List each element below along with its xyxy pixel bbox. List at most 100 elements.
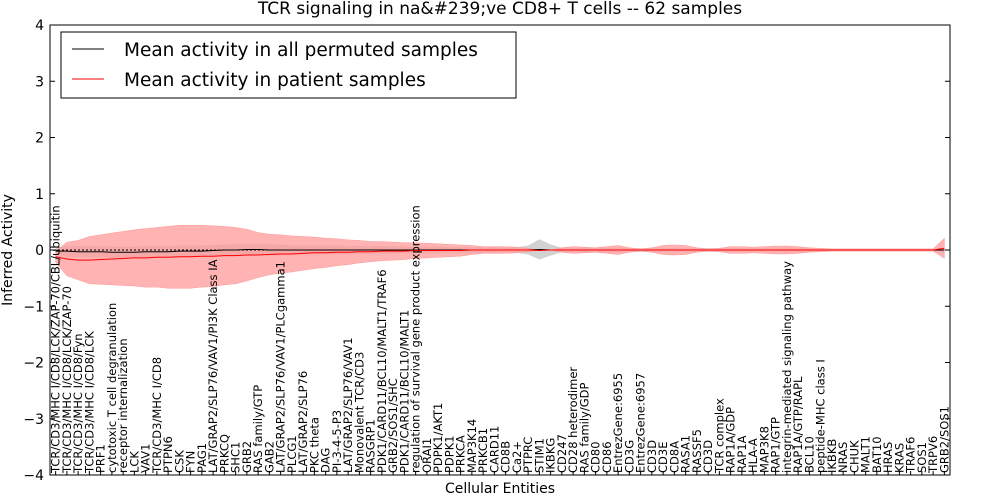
y-tick-label: 2 xyxy=(35,131,44,147)
x-tick-label: MAP3K8 xyxy=(757,426,771,473)
x-tick-label: LAT/GRAP2/SLP76/VAV1 xyxy=(341,337,355,473)
x-tick-label: CD8A xyxy=(667,441,681,473)
x-tick-label: PLCG1 xyxy=(285,435,299,473)
x-tick-label: SOS1 xyxy=(915,442,929,473)
plot-area: 4 3 2 1 0 −1 −2 −3 −4 TCR/CD3/MHC I/CD8/LCK/ZAP-7… xyxy=(23,18,951,484)
x-tick-label: PRKCB1 xyxy=(476,428,490,473)
series-line-patient xyxy=(55,247,945,261)
y-tick-label: 4 xyxy=(35,18,44,34)
x-tick-label: TCR/CD3/MHC I/CD8 xyxy=(150,357,164,474)
x-tick-label: LAT/GRAP2/SLP76/VAV1/PLCgamma1 xyxy=(274,261,288,473)
x-tick-label: CSK xyxy=(172,450,186,473)
x-tick-label: DAG xyxy=(319,448,333,473)
x-tick-label: HRAS xyxy=(881,442,895,473)
x-tick-label: BCL10 xyxy=(802,436,816,473)
x-tick-label: Ca2+ xyxy=(510,441,524,473)
x-tick-label: TCR/CD3/MHC I/CD8/LCK/ZAP-70 xyxy=(60,286,74,474)
x-tick-label: peptide-MHC class I xyxy=(814,359,828,473)
x-tick-label: RAS family/GDP xyxy=(577,383,591,473)
x-tick-label: IKBKG xyxy=(544,438,558,473)
x-tick-label: RAP1A/GTP/RAPL xyxy=(791,376,805,473)
x-tick-label: TCR/CD3/MHC I/CD8/LCK/ZAP-70/CBL/ubiquit… xyxy=(49,205,63,474)
x-tick-label: EntrezGene:6957 xyxy=(634,373,648,473)
x-tick-label: CD3G xyxy=(622,440,636,473)
x-tick-label: RAP1A xyxy=(735,435,749,473)
y-tick-label: −1 xyxy=(23,299,44,315)
x-tick-label: PTPRC xyxy=(521,437,535,473)
x-tick-label: CD28 heterodimer xyxy=(566,367,580,473)
x-tick-label: FYN xyxy=(184,451,198,473)
x-tick-label: PRKCA xyxy=(454,435,468,473)
x-tick-label: PDK1/CARD11/BCL10/MALT1 xyxy=(397,310,411,473)
x-tick-label: CARD11 xyxy=(487,426,501,473)
x-tick-label: regulation of survival gene product expr… xyxy=(409,205,423,473)
x-tick-label: ORAI1 xyxy=(420,438,434,473)
x-tick-label: TCR complex xyxy=(712,398,726,474)
x-tick-label: RAP1/GTP xyxy=(769,417,783,473)
x-tick-label: PRKCQ xyxy=(217,434,231,473)
x-tick-label: GRB2/SOS1 xyxy=(937,406,951,473)
x-tick-label: CHUK xyxy=(847,440,861,473)
x-tick-label: receptor internalization xyxy=(116,338,130,473)
x-tick-label: Monovalent TCR/CD3 xyxy=(352,352,366,473)
x-tick-label: PAG1 xyxy=(195,443,209,473)
x-tick-label: cytotoxic T cell degranulation xyxy=(105,303,119,473)
x-tick-label: TRAF6 xyxy=(904,437,918,474)
x-tick-label: CD3D xyxy=(701,440,715,473)
x-tick-label: TCR/CD3/MHC I/CD8/Fyn xyxy=(71,333,85,474)
x-tick-label: GRB2 xyxy=(240,441,254,473)
x-tick-label: RASA1 xyxy=(679,435,693,473)
x-tick-label: LAT/GRAP2/SLP76/VAV1/PI3K Class IA xyxy=(206,259,220,473)
x-tick-label: PTPN6 xyxy=(161,436,175,473)
legend: Mean activity in all permuted samples Me… xyxy=(60,31,517,99)
x-tick-label: KRAS xyxy=(892,443,906,473)
x-tick-label: CD3D xyxy=(645,440,659,473)
x-tick-label: BAT10 xyxy=(870,436,884,473)
x-tick-label: PRF1 xyxy=(94,444,108,473)
x-tick-label: LCK xyxy=(127,451,141,473)
x-tick-label: RAP1A/GDP xyxy=(724,407,738,473)
x-axis-label: Cellular Entities xyxy=(445,481,555,497)
patient-confidence-band xyxy=(55,225,945,289)
x-tick-label: MAP3K14 xyxy=(465,419,479,473)
x-tick-label: RAS family/GTP xyxy=(251,385,265,473)
y-tick-label: 0 xyxy=(35,243,44,259)
x-tick-label: PDPK1 xyxy=(442,435,456,473)
x-tick-label: PDPK1/AKT1 xyxy=(431,403,445,473)
x-tick-label: GRB2/SOS1/SHC xyxy=(386,378,400,473)
y-axis-label: Inferred Activity xyxy=(0,194,16,306)
x-tick-label: TCR/CD3/MHC I/CD8/LCK xyxy=(82,331,96,474)
x-tick-label: GAB2 xyxy=(262,441,276,473)
x-tick-label: STIM1 xyxy=(532,438,546,473)
y-tick-label: −4 xyxy=(23,468,44,484)
x-tick-label: IKBKB xyxy=(825,439,839,473)
x-tick-label: CD86 xyxy=(600,441,614,473)
x-tick-label: RASGRP1 xyxy=(364,419,378,473)
x-tick-label: CD3E xyxy=(656,442,670,473)
legend-entry-permuted: Mean activity in all permuted samples xyxy=(124,40,478,61)
x-tick-label: CD8B xyxy=(499,441,513,473)
x-tick-label: VAV1 xyxy=(139,444,153,473)
x-tick-label: CD247 xyxy=(555,434,569,473)
x-tick-label: CD80 xyxy=(589,441,603,473)
x-tick-label: TRPV6 xyxy=(926,436,940,474)
y-tick-label: −2 xyxy=(23,356,44,372)
x-tick-label: SHC1 xyxy=(229,442,243,473)
x-tick-label: RASSF5 xyxy=(690,429,704,473)
y-tick-label: −3 xyxy=(23,412,44,428)
x-tick-label: PDK1/CARD11/BCL10/MALT1/TRAF6 xyxy=(375,269,389,473)
y-tick-label: 1 xyxy=(35,187,44,203)
x-tick-label: integrin-mediated signaling pathway xyxy=(780,261,794,473)
x-tick-label: EntrezGene:6955 xyxy=(611,373,625,473)
x-tick-label: HLA-A xyxy=(746,438,760,473)
x-tick-label: PKC theta xyxy=(307,417,321,473)
y-tick-label: 3 xyxy=(35,74,44,90)
x-tick-label: MALT1 xyxy=(859,436,873,473)
x-tick-label: PI-3-4-5-P3 xyxy=(330,410,344,473)
x-tick-label: LAT/GRAP2/SLP76 xyxy=(296,371,310,473)
x-tick-label: NRAS xyxy=(836,442,850,473)
legend-entry-patient: Mean activity in patient samples xyxy=(124,70,426,91)
chart-title: TCR signaling in na&#239;ve CD8+ T cells… xyxy=(257,0,742,19)
legend-box xyxy=(60,31,517,99)
